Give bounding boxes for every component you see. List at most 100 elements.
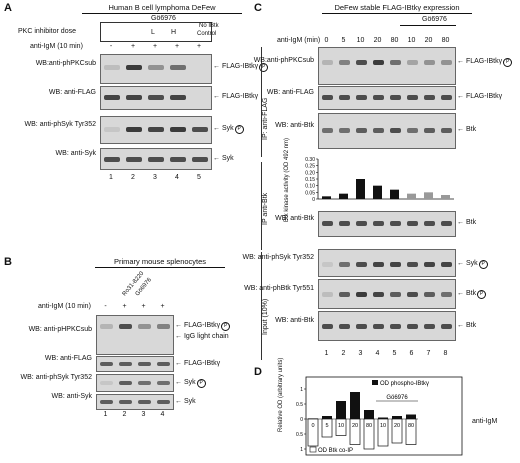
time-label: 10: [407, 37, 416, 44]
band: [424, 292, 435, 297]
blot-image: [96, 374, 174, 392]
arrow-icon: ←: [213, 155, 222, 162]
y-tick-label: 0.5: [296, 402, 303, 408]
drug-label: Gö6976: [151, 15, 176, 22]
lane-number: 4: [375, 350, 380, 357]
legend-phospho: OD phospho-IBtkγ: [380, 381, 429, 387]
time-label: 80: [408, 423, 414, 429]
kinase-bar: [322, 196, 331, 199]
panel-a-title: Human B cell lymphoma DeFew: [108, 3, 216, 12]
band: [148, 157, 164, 162]
band: [373, 221, 384, 226]
band: [356, 95, 367, 100]
coip-bar: [307, 418, 319, 447]
dose-h: H: [171, 29, 177, 36]
arrow-label: Btk: [465, 322, 477, 329]
band: [441, 95, 452, 100]
sign: +: [196, 43, 202, 50]
kinase-chart: 0.300.250.200.150.100.050: [305, 157, 454, 203]
arrow-label: Btk: [465, 126, 477, 133]
blot-label: WB: anti-phSyk Tyr352: [242, 254, 314, 261]
band: [322, 95, 333, 100]
kinase-bar: [390, 189, 399, 199]
blot-image: [318, 86, 456, 110]
blot-image: [318, 113, 456, 149]
coip-bar: [335, 418, 347, 436]
blot-image: [100, 148, 212, 170]
time-label: 20: [373, 37, 382, 44]
arrow-label: Syk: [183, 379, 196, 386]
band-arrow: ← FLAG-IBtkγ: [213, 93, 258, 100]
phospho-bar: [378, 417, 388, 419]
phospho-icon: P: [221, 322, 231, 331]
blot-label: WB: anti-FLAG: [266, 89, 314, 96]
lane-number: 8: [443, 350, 448, 357]
band: [119, 362, 132, 366]
blot-label: WB: anti-phSyk Tyr352: [24, 121, 96, 128]
band: [339, 221, 350, 226]
band: [339, 128, 350, 133]
band: [373, 262, 384, 267]
panel-label-a: A: [4, 2, 12, 14]
time-label: 10: [356, 37, 365, 44]
band: [424, 95, 435, 100]
arrow-icon: ←: [457, 290, 466, 297]
band-arrow: ← FLAG-IBtkγ: [457, 93, 502, 100]
section-bracket-ip-flag: [261, 47, 262, 157]
anti-igm-label: anti-IgM (10 min): [30, 43, 83, 50]
control-label: Control: [197, 31, 217, 37]
arrow-icon: ←: [457, 126, 466, 133]
dose-header-box: [100, 22, 212, 42]
lane-number: 3: [141, 411, 146, 418]
drug-label: Gö6976: [386, 395, 408, 401]
lane-number: 3: [358, 350, 363, 357]
arrow-icon: ←: [175, 379, 184, 386]
lane-number: 6: [409, 350, 414, 357]
title-underline: [95, 267, 225, 268]
band: [126, 157, 142, 162]
band: [373, 292, 384, 297]
band: [119, 400, 132, 404]
band: [373, 324, 384, 329]
arrow-label: Syk: [465, 260, 478, 267]
band: [356, 60, 367, 65]
phospho-bar: [322, 416, 332, 419]
lane-number: 4: [160, 411, 165, 418]
band: [104, 95, 120, 100]
band: [104, 127, 120, 132]
kinase-bar: [424, 192, 433, 199]
arrow-label: Btk: [465, 219, 477, 226]
kinase-bar: [373, 185, 382, 199]
band-arrow: ← Btk: [457, 322, 476, 329]
arrow-icon: ←: [213, 63, 222, 70]
band: [138, 362, 151, 366]
legend-swatch-coip: [309, 446, 317, 453]
kinase-bar: [441, 195, 450, 199]
band: [322, 221, 333, 226]
band: [407, 292, 418, 297]
lane-number: 2: [122, 411, 127, 418]
title-underline: [82, 13, 242, 14]
band: [157, 381, 170, 385]
blot-image: [100, 86, 212, 110]
arrow-label: IgG light chain: [183, 333, 229, 340]
y-tick-label: 1: [300, 387, 303, 393]
band: [407, 128, 418, 133]
band: [100, 324, 113, 329]
band: [100, 381, 113, 385]
lane-number: 7: [426, 350, 431, 357]
band: [126, 127, 142, 132]
no-btk-label: No IBtk: [199, 23, 219, 29]
band: [157, 362, 170, 366]
blot-image: [96, 394, 174, 410]
band-arrow: ← Syk P: [213, 125, 244, 134]
band: [407, 95, 418, 100]
kinase-bar: [356, 179, 365, 199]
band: [424, 262, 435, 267]
band: [138, 381, 151, 385]
y-tick-label: 0.30: [305, 157, 315, 163]
phospho-icon: P: [477, 290, 487, 299]
anti-igm-label: anti-IgM (10 min): [38, 303, 91, 310]
section-ip-flag: IP: anti-FLAG: [262, 97, 269, 140]
phospho-bar: [350, 392, 360, 419]
